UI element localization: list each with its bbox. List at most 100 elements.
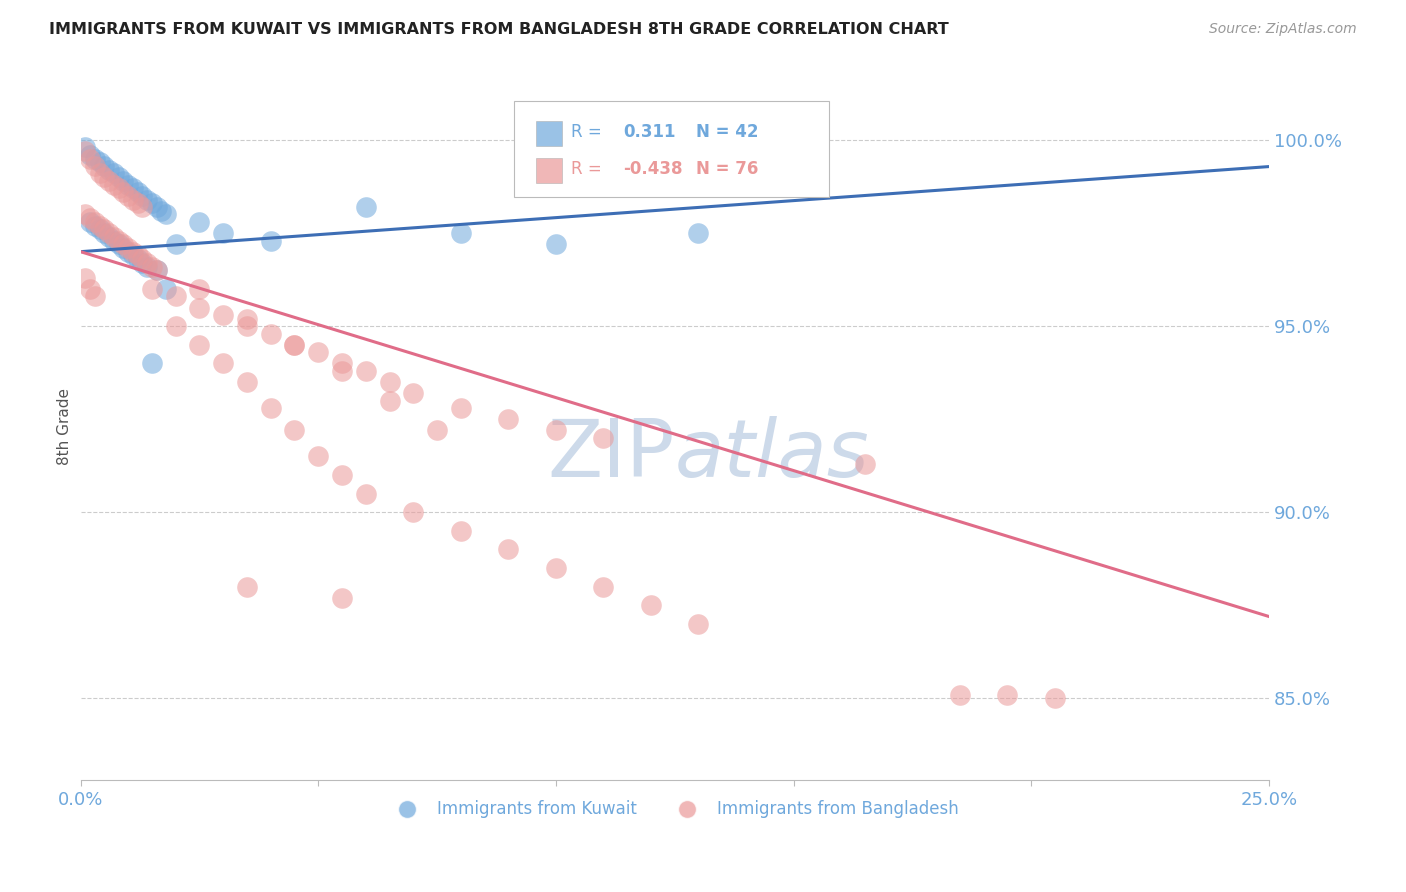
Point (127, 252, 149, 266)
Point (330, 468, 353, 483)
Point (283, 423, 305, 437)
Point (949, 688, 972, 702)
Point (89, 155, 111, 169)
Point (83, 152, 105, 166)
Point (592, 431, 614, 445)
Point (141, 282, 163, 296)
Point (188, 215, 211, 229)
Point (236, 311, 259, 326)
Point (354, 364, 377, 378)
Point (212, 356, 235, 370)
Point (450, 226, 472, 240)
Point (136, 260, 159, 274)
Point (145, 263, 167, 277)
Point (75, 144, 97, 158)
Point (688, 226, 710, 240)
Point (155, 207, 177, 221)
Text: R =: R = (571, 160, 602, 178)
Point (141, 356, 163, 370)
Point (141, 196, 163, 211)
Point (93, 222, 115, 236)
Point (640, 599, 662, 613)
Point (145, 200, 167, 214)
Point (498, 412, 520, 426)
FancyBboxPatch shape (536, 158, 562, 183)
Point (98, 226, 121, 240)
Point (112, 174, 135, 188)
Point (283, 337, 305, 351)
Point (117, 241, 139, 255)
Point (260, 234, 283, 248)
Point (260, 326, 283, 341)
Point (354, 200, 377, 214)
Point (150, 203, 173, 218)
Point (131, 200, 153, 214)
Point (165, 289, 187, 303)
Point (283, 337, 305, 351)
Point (112, 237, 135, 252)
Point (131, 256, 153, 270)
Point (688, 616, 710, 631)
Text: N = 76: N = 76 (696, 160, 758, 178)
Point (83, 215, 105, 229)
Point (93, 226, 115, 240)
Point (136, 256, 159, 270)
Point (1043, 691, 1066, 706)
Point (79, 282, 101, 296)
Point (450, 524, 472, 538)
Point (165, 319, 187, 334)
Point (83, 159, 105, 173)
Point (127, 196, 149, 211)
Point (141, 260, 163, 274)
Point (107, 237, 129, 252)
Point (107, 181, 129, 195)
Point (98, 229, 121, 244)
Point (83, 219, 105, 233)
Point (75, 207, 97, 221)
Point (75, 270, 97, 285)
Point (98, 162, 121, 177)
Point (103, 166, 125, 180)
Point (592, 580, 614, 594)
Point (212, 226, 235, 240)
Point (93, 170, 115, 185)
Point (131, 189, 153, 203)
Point (188, 282, 211, 296)
Point (544, 561, 567, 575)
Point (450, 401, 472, 415)
Point (188, 337, 211, 351)
Point (997, 688, 1019, 702)
Text: ZIP: ZIP (547, 416, 675, 494)
Point (853, 457, 876, 471)
Point (165, 237, 187, 252)
Point (75, 140, 97, 154)
Point (330, 591, 353, 605)
Point (544, 237, 567, 252)
Point (107, 234, 129, 248)
FancyBboxPatch shape (515, 102, 830, 197)
Point (112, 241, 135, 255)
Point (107, 170, 129, 185)
Text: Source: ZipAtlas.com: Source: ZipAtlas.com (1209, 22, 1357, 37)
Point (330, 356, 353, 370)
Text: atlas: atlas (675, 416, 869, 494)
Point (79, 211, 101, 226)
Point (402, 386, 425, 401)
Point (145, 263, 167, 277)
Point (103, 178, 125, 192)
Point (236, 375, 259, 389)
Point (121, 181, 143, 195)
Text: 0.311: 0.311 (624, 123, 676, 141)
Point (79, 148, 101, 162)
Legend: Immigrants from Kuwait, Immigrants from Bangladesh: Immigrants from Kuwait, Immigrants from … (384, 794, 966, 825)
Point (307, 345, 329, 359)
Point (378, 393, 401, 408)
Text: R =: R = (571, 123, 602, 141)
Text: -0.438: -0.438 (624, 160, 683, 178)
Y-axis label: 8th Grade: 8th Grade (58, 388, 72, 465)
Point (127, 248, 149, 262)
Point (121, 244, 143, 259)
Point (236, 580, 259, 594)
Point (89, 222, 111, 236)
Point (93, 159, 115, 173)
